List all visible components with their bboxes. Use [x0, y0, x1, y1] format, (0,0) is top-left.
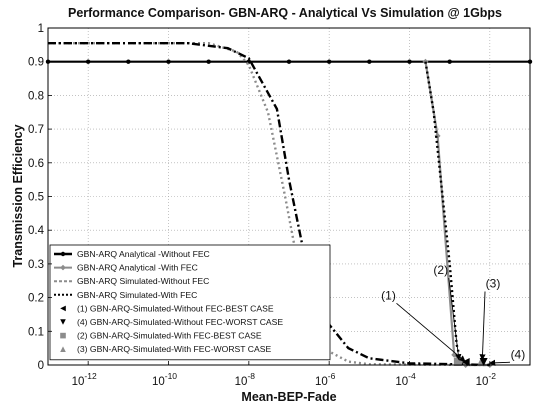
annotation-label-1: (2)	[433, 263, 448, 277]
series-0-point	[447, 59, 452, 64]
y-tick-label: 0.3	[28, 259, 44, 271]
annotation-label-3: (4)	[511, 347, 526, 361]
series-line-3	[424, 61, 463, 366]
series-0-point	[407, 59, 412, 64]
legend-entry-2: GBN-ARQ Simulated-Without FEC	[77, 276, 209, 286]
legend-entry-4: (1) GBN-ARQ-Simulated-Without FEC-BEST C…	[77, 303, 274, 313]
case-point-0	[461, 358, 470, 366]
y-tick-label: 0.4	[28, 225, 45, 237]
x-axis-label: Mean-BEP-Fade	[241, 390, 336, 404]
y-tick-label: 0.2	[28, 293, 44, 305]
y-axis-label: Transmission Efficiency	[11, 124, 25, 267]
annotations: (1) (2) (3) (4)	[381, 263, 526, 366]
legend-marker-0	[60, 251, 66, 257]
annotation-arrow-3	[488, 359, 510, 366]
series-0-point	[166, 59, 171, 64]
annotation-label-2: (3)	[486, 276, 501, 290]
y-tick-label: 0.1	[28, 326, 44, 338]
y-tick-label: 1	[38, 23, 44, 35]
legend-entry-1: GBN-ARQ Analytical -With FEC	[77, 263, 198, 273]
legend-marker-4	[60, 305, 66, 312]
legend-entry-3: GBN-ARQ Simulated-With FEC	[77, 290, 197, 300]
legend-entry-7: (3) GBN-ARQ-Simulated-With FEC-WORST CAS…	[77, 344, 271, 354]
x-tick-label: 10-12	[72, 371, 97, 388]
y-tick-label: 0.9	[28, 57, 44, 69]
series-0-point	[326, 59, 332, 64]
x-tick-label: 10-4	[395, 371, 416, 388]
legend-marker-6	[60, 332, 66, 339]
annotation-arrow-2	[479, 291, 486, 361]
series-0-point	[367, 59, 372, 64]
annotation-label-0: (1)	[381, 288, 396, 302]
series-line-4	[48, 42, 490, 367]
series-line-2	[48, 42, 490, 367]
y-tick-label: 0.7	[28, 124, 44, 136]
legend-marker-7	[60, 346, 66, 352]
annotation-arrow-1	[448, 277, 462, 361]
legend-entry-6: (2) GBN-ARQ-Simulated-With FEC-BEST CASE	[77, 331, 262, 341]
series-0-point	[286, 59, 292, 64]
case-point-1	[453, 358, 462, 366]
series-line-1	[424, 61, 490, 367]
series-0-point	[126, 59, 131, 64]
legend: GBN-ARQ Analytical -Without FEC GBN-ARQ A…	[49, 244, 331, 361]
series-0-point	[85, 59, 91, 64]
y-tick-label: 0.6	[28, 158, 44, 170]
series-0-point	[206, 59, 211, 64]
legend-box	[49, 244, 331, 361]
ticks: 0 0.1 0.2 0.3 0.4 0.5 0.6 0.7 0.8 0.9 1 10-12 10-10 1…	[28, 23, 496, 388]
annotation-arrow-0	[396, 302, 466, 362]
legend-marker-1	[60, 264, 66, 271]
x-tick-label: 10-2	[476, 371, 497, 388]
series-1-point	[422, 58, 429, 65]
legend-marker-5	[60, 319, 66, 325]
x-tick-label: 10-8	[235, 371, 256, 388]
legend-entry-5: (4) GBN-ARQ-Simulated-Without FEC-WORST …	[77, 317, 283, 327]
legend-entry-0: GBN-ARQ Analytical -Without FEC	[77, 249, 210, 259]
x-tick-label: 10-10	[152, 371, 177, 388]
x-tick-label: 10-6	[315, 371, 336, 388]
y-tick-label: 0.5	[28, 192, 44, 204]
chart-title: Performance Comparison- GBN-ARQ - Analyt…	[68, 6, 502, 20]
y-tick-label: 0	[38, 360, 44, 372]
y-tick-label: 0.8	[28, 90, 44, 102]
